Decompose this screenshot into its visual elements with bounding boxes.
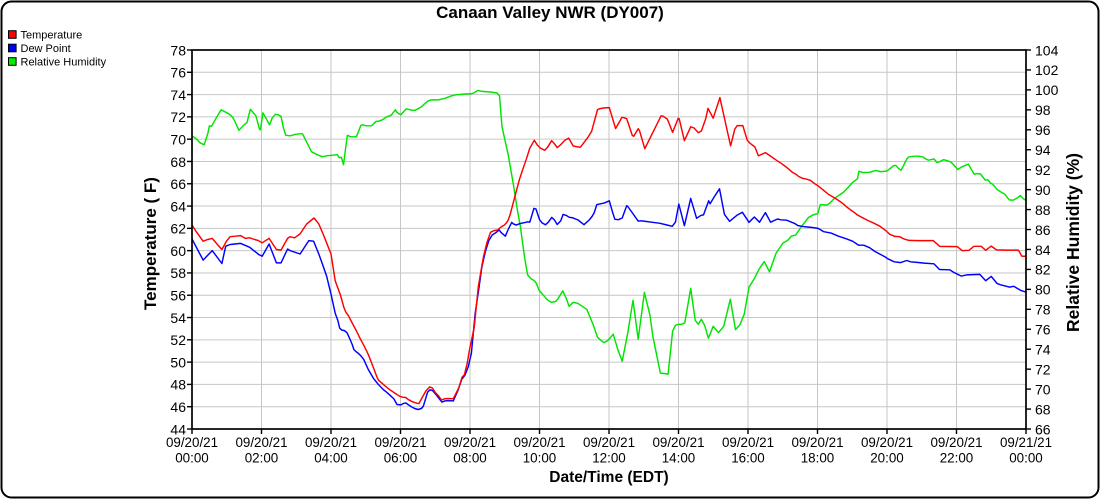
svg-text:09/20/21: 09/20/21 [722,435,774,450]
svg-text:16:00: 16:00 [731,451,765,466]
svg-text:96: 96 [1035,122,1051,138]
svg-text:Relative Humidity: Relative Humidity [21,57,107,69]
svg-text:04:00: 04:00 [314,451,348,466]
svg-text:72: 72 [170,109,186,125]
svg-text:68: 68 [170,154,186,170]
svg-text:50: 50 [170,354,186,370]
svg-text:Temperature ( F): Temperature ( F) [141,177,160,310]
svg-text:64: 64 [170,198,186,214]
svg-text:58: 58 [170,265,186,281]
svg-text:09/20/21: 09/20/21 [791,435,843,450]
svg-text:Dew Point: Dew Point [21,43,71,55]
svg-text:60: 60 [170,243,186,259]
svg-text:74: 74 [170,87,186,103]
svg-text:09/20/21: 09/20/21 [235,435,287,450]
svg-text:78: 78 [170,42,186,58]
svg-text:10:00: 10:00 [523,451,557,466]
svg-text:Relative Humidity (%): Relative Humidity (%) [1063,153,1083,332]
svg-text:Date/Time (EDT): Date/Time (EDT) [549,469,668,486]
svg-text:92: 92 [1035,162,1051,178]
svg-text:00:00: 00:00 [175,451,209,466]
svg-text:48: 48 [170,377,186,393]
svg-text:09/20/21: 09/20/21 [444,435,496,450]
svg-text:82: 82 [1035,262,1051,278]
svg-text:80: 80 [1035,282,1051,298]
svg-text:Canaan Valley NWR (DY007): Canaan Valley NWR (DY007) [436,3,664,22]
svg-text:52: 52 [170,332,186,348]
svg-text:06:00: 06:00 [384,451,418,466]
svg-text:76: 76 [1035,322,1051,338]
svg-text:46: 46 [170,399,186,415]
svg-text:84: 84 [1035,242,1051,258]
svg-text:54: 54 [170,310,186,326]
svg-text:86: 86 [1035,222,1051,238]
svg-text:78: 78 [1035,302,1051,318]
svg-text:70: 70 [1035,381,1051,397]
svg-text:90: 90 [1035,182,1051,198]
svg-text:100: 100 [1035,82,1059,98]
svg-text:14:00: 14:00 [662,451,696,466]
svg-text:44: 44 [170,421,186,437]
svg-text:68: 68 [1035,401,1051,417]
svg-text:09/20/21: 09/20/21 [861,435,913,450]
svg-text:70: 70 [170,132,186,148]
svg-text:09/20/21: 09/20/21 [583,435,635,450]
svg-text:74: 74 [1035,342,1051,358]
svg-text:09/20/21: 09/20/21 [374,435,426,450]
svg-text:09/20/21: 09/20/21 [166,435,218,450]
svg-text:88: 88 [1035,202,1051,218]
svg-text:94: 94 [1035,142,1051,158]
svg-text:22:00: 22:00 [940,451,974,466]
svg-text:09/20/21: 09/20/21 [305,435,357,450]
svg-text:56: 56 [170,288,186,304]
svg-text:09/20/21: 09/20/21 [930,435,982,450]
svg-text:08:00: 08:00 [453,451,487,466]
svg-text:02:00: 02:00 [245,451,279,466]
svg-text:102: 102 [1035,62,1059,78]
svg-text:76: 76 [170,65,186,81]
svg-text:18:00: 18:00 [801,451,835,466]
svg-text:09/20/21: 09/20/21 [513,435,565,450]
svg-text:66: 66 [170,176,186,192]
svg-text:09/21/21: 09/21/21 [1000,435,1052,450]
svg-text:62: 62 [170,221,186,237]
svg-text:98: 98 [1035,102,1051,118]
svg-text:12:00: 12:00 [592,451,626,466]
svg-text:00:00: 00:00 [1009,451,1043,466]
svg-text:20:00: 20:00 [870,451,904,466]
svg-text:104: 104 [1035,42,1059,58]
svg-text:72: 72 [1035,362,1051,378]
svg-text:Temperature: Temperature [21,30,83,42]
svg-text:66: 66 [1035,421,1051,437]
svg-text:09/20/21: 09/20/21 [652,435,704,450]
